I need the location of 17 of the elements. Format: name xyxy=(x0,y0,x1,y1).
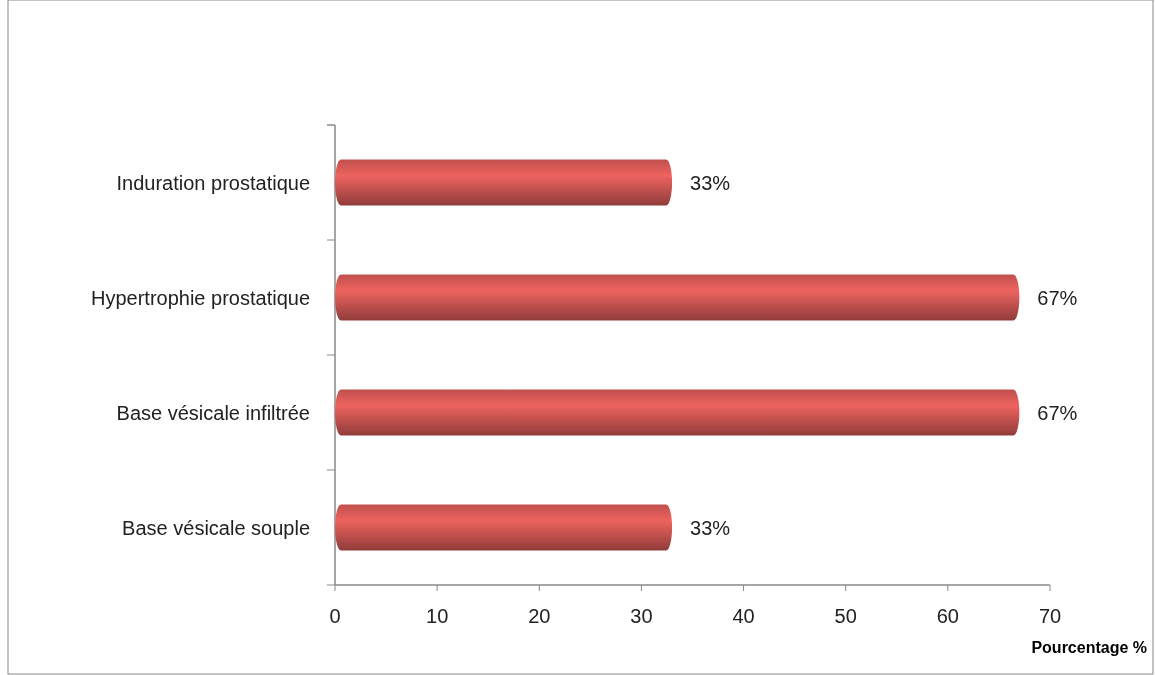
x-tick-label: 40 xyxy=(732,605,755,627)
data-label: 67% xyxy=(1037,401,1078,424)
x-tick-label: 30 xyxy=(630,605,653,627)
y-tick-label: Hypertrophie prostatique xyxy=(90,286,310,309)
x-tick-label: 10 xyxy=(426,605,449,627)
x-tick-label: 50 xyxy=(834,605,857,627)
y-tick-label: Base vésicale infiltrée xyxy=(116,401,310,424)
x-axis-title: Pourcentage % xyxy=(1031,639,1147,656)
y-tick-label: Induration prostatique xyxy=(116,171,310,194)
y-tick-label: Base vésicale souple xyxy=(122,516,310,539)
data-label: 67% xyxy=(1037,286,1078,309)
x-tick-label: 20 xyxy=(528,605,551,627)
data-label: 33% xyxy=(690,516,731,539)
x-tick-label: 0 xyxy=(329,605,341,627)
data-label: 33% xyxy=(690,171,731,194)
x-tick-label: 60 xyxy=(936,605,959,627)
x-tick-label: 70 xyxy=(1038,605,1062,627)
